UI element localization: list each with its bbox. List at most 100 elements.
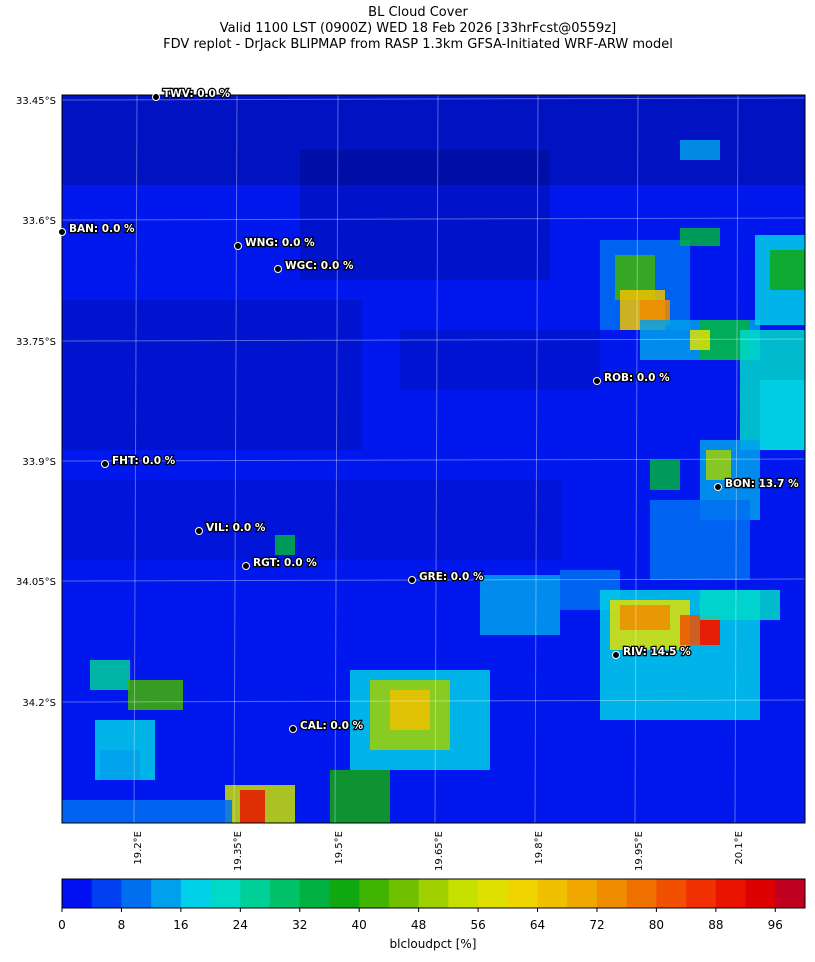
station-label: WNG: 0.0 % xyxy=(245,237,315,249)
cloud-patch xyxy=(690,330,710,350)
colorbar-tick-label: 48 xyxy=(411,918,426,932)
station-label: CAL: 0.0 % xyxy=(300,720,364,732)
station-marker xyxy=(408,576,416,584)
colorbar-frame xyxy=(61,878,806,909)
grid-line xyxy=(61,338,806,342)
grid-line xyxy=(133,94,138,824)
station-label: ROB: 0.0 % xyxy=(604,372,670,384)
station-marker xyxy=(289,725,297,733)
colorbar-segment xyxy=(596,879,628,908)
station-label: GRE: 0.0 % xyxy=(419,571,484,583)
station-marker xyxy=(714,483,722,491)
lat-tick-label: 33.45°S xyxy=(16,96,56,107)
colorbar-tick-label: 88 xyxy=(708,918,723,932)
cloud-patch xyxy=(650,500,750,580)
station-label: WGC: 0.0 % xyxy=(285,260,354,272)
cloud-patch xyxy=(275,535,295,555)
colorbar-segment xyxy=(775,879,806,908)
station-label: BAN: 0.0 % xyxy=(69,223,135,235)
cloud-patch xyxy=(390,690,430,730)
colorbar-segment xyxy=(418,879,449,908)
lon-tick-label: 19.65°E xyxy=(434,831,445,871)
cloud-patch xyxy=(240,790,265,823)
station-marker xyxy=(58,228,66,236)
colorbar-segment xyxy=(151,879,182,908)
station-marker xyxy=(152,93,160,101)
station-label: RGT: 0.0 % xyxy=(253,557,317,569)
lat-tick-label: 33.75°S xyxy=(16,337,56,348)
colorbar-segment xyxy=(359,879,390,908)
cloud-patch xyxy=(100,750,140,780)
cloud-patch xyxy=(680,228,720,246)
map-frame xyxy=(61,94,806,824)
colorbar-tick-label: 72 xyxy=(589,918,604,932)
terrain-shade xyxy=(62,300,362,450)
station-label: RIV: 14.5 % xyxy=(623,646,691,658)
colorbar-segment xyxy=(448,879,479,908)
colorbar-segment xyxy=(299,879,330,908)
colorbar-tick-label: 24 xyxy=(233,918,248,932)
grid-line xyxy=(61,458,806,462)
lon-tick-label: 19.5°E xyxy=(334,831,345,865)
colorbar-tick-label: 40 xyxy=(352,918,367,932)
cloud-patch xyxy=(700,590,780,620)
colorbar-segment xyxy=(686,879,717,908)
terrain-shade xyxy=(400,330,600,390)
colorbar-tick-label: 8 xyxy=(118,918,126,932)
colorbar-segment xyxy=(240,879,271,908)
colorbar-segment xyxy=(121,879,152,908)
grid-line xyxy=(61,97,806,101)
grid-line xyxy=(734,94,739,824)
colorbar-segment xyxy=(210,879,241,908)
lat-tick-label: 33.6°S xyxy=(22,216,56,227)
lat-tick-label: 34.2°S xyxy=(22,698,56,709)
cloud-patch xyxy=(330,770,390,823)
colorbar-segment xyxy=(537,879,568,908)
colorbar-segment xyxy=(329,879,360,908)
colorbar-label: blcloudpct [%] xyxy=(390,937,477,951)
lon-tick-label: 19.2°E xyxy=(133,831,144,865)
colorbar-tick-label: 80 xyxy=(649,918,664,932)
station-marker xyxy=(195,527,203,535)
grid-line xyxy=(434,94,439,824)
colorbar-segment xyxy=(567,879,598,908)
lat-tick-label: 33.9°S xyxy=(22,457,56,468)
grid-line xyxy=(61,578,806,582)
grid-line xyxy=(233,94,238,824)
cloud-patch xyxy=(770,250,805,290)
station-marker xyxy=(593,377,601,385)
grid-line xyxy=(61,217,806,221)
station-label: VIL: 0.0 % xyxy=(206,522,266,534)
colorbar-segment xyxy=(270,879,301,908)
station-label: BON: 13.7 % xyxy=(725,478,799,490)
colorbar-tick-label: 32 xyxy=(292,918,307,932)
grid-line xyxy=(334,94,339,824)
grid-line xyxy=(61,699,806,703)
cloud-patch xyxy=(760,380,805,450)
colorbar-tick-label: 56 xyxy=(470,918,485,932)
colorbar-segment xyxy=(507,879,539,908)
terrain-shade xyxy=(300,150,550,280)
subtitle: Valid 1100 LST (0900Z) WED 18 Feb 2026 [… xyxy=(220,21,616,36)
cloud-patch xyxy=(62,800,232,823)
lon-tick-label: 19.35°E xyxy=(233,831,244,871)
station-marker xyxy=(274,265,282,273)
lon-tick-label: 19.95°E xyxy=(634,831,645,871)
grid-line xyxy=(634,94,639,824)
cloud-patch xyxy=(480,575,560,635)
cloud-patch xyxy=(90,660,130,690)
cloud-patch xyxy=(128,680,183,710)
lon-tick-label: 20.1°E xyxy=(734,831,745,865)
colorbar-tick-label: 0 xyxy=(58,918,66,932)
station-marker xyxy=(242,562,250,570)
colorbar-segment xyxy=(656,879,687,908)
station-marker xyxy=(234,242,242,250)
subtitle: FDV replot - DrJack BLIPMAP from RASP 1.… xyxy=(163,37,673,52)
title: BL Cloud Cover xyxy=(368,5,468,20)
colorbar-segment xyxy=(626,879,657,908)
colorbar-segment xyxy=(62,879,93,908)
lat-tick-label: 34.05°S xyxy=(16,577,56,588)
terrain-shade xyxy=(62,480,562,560)
